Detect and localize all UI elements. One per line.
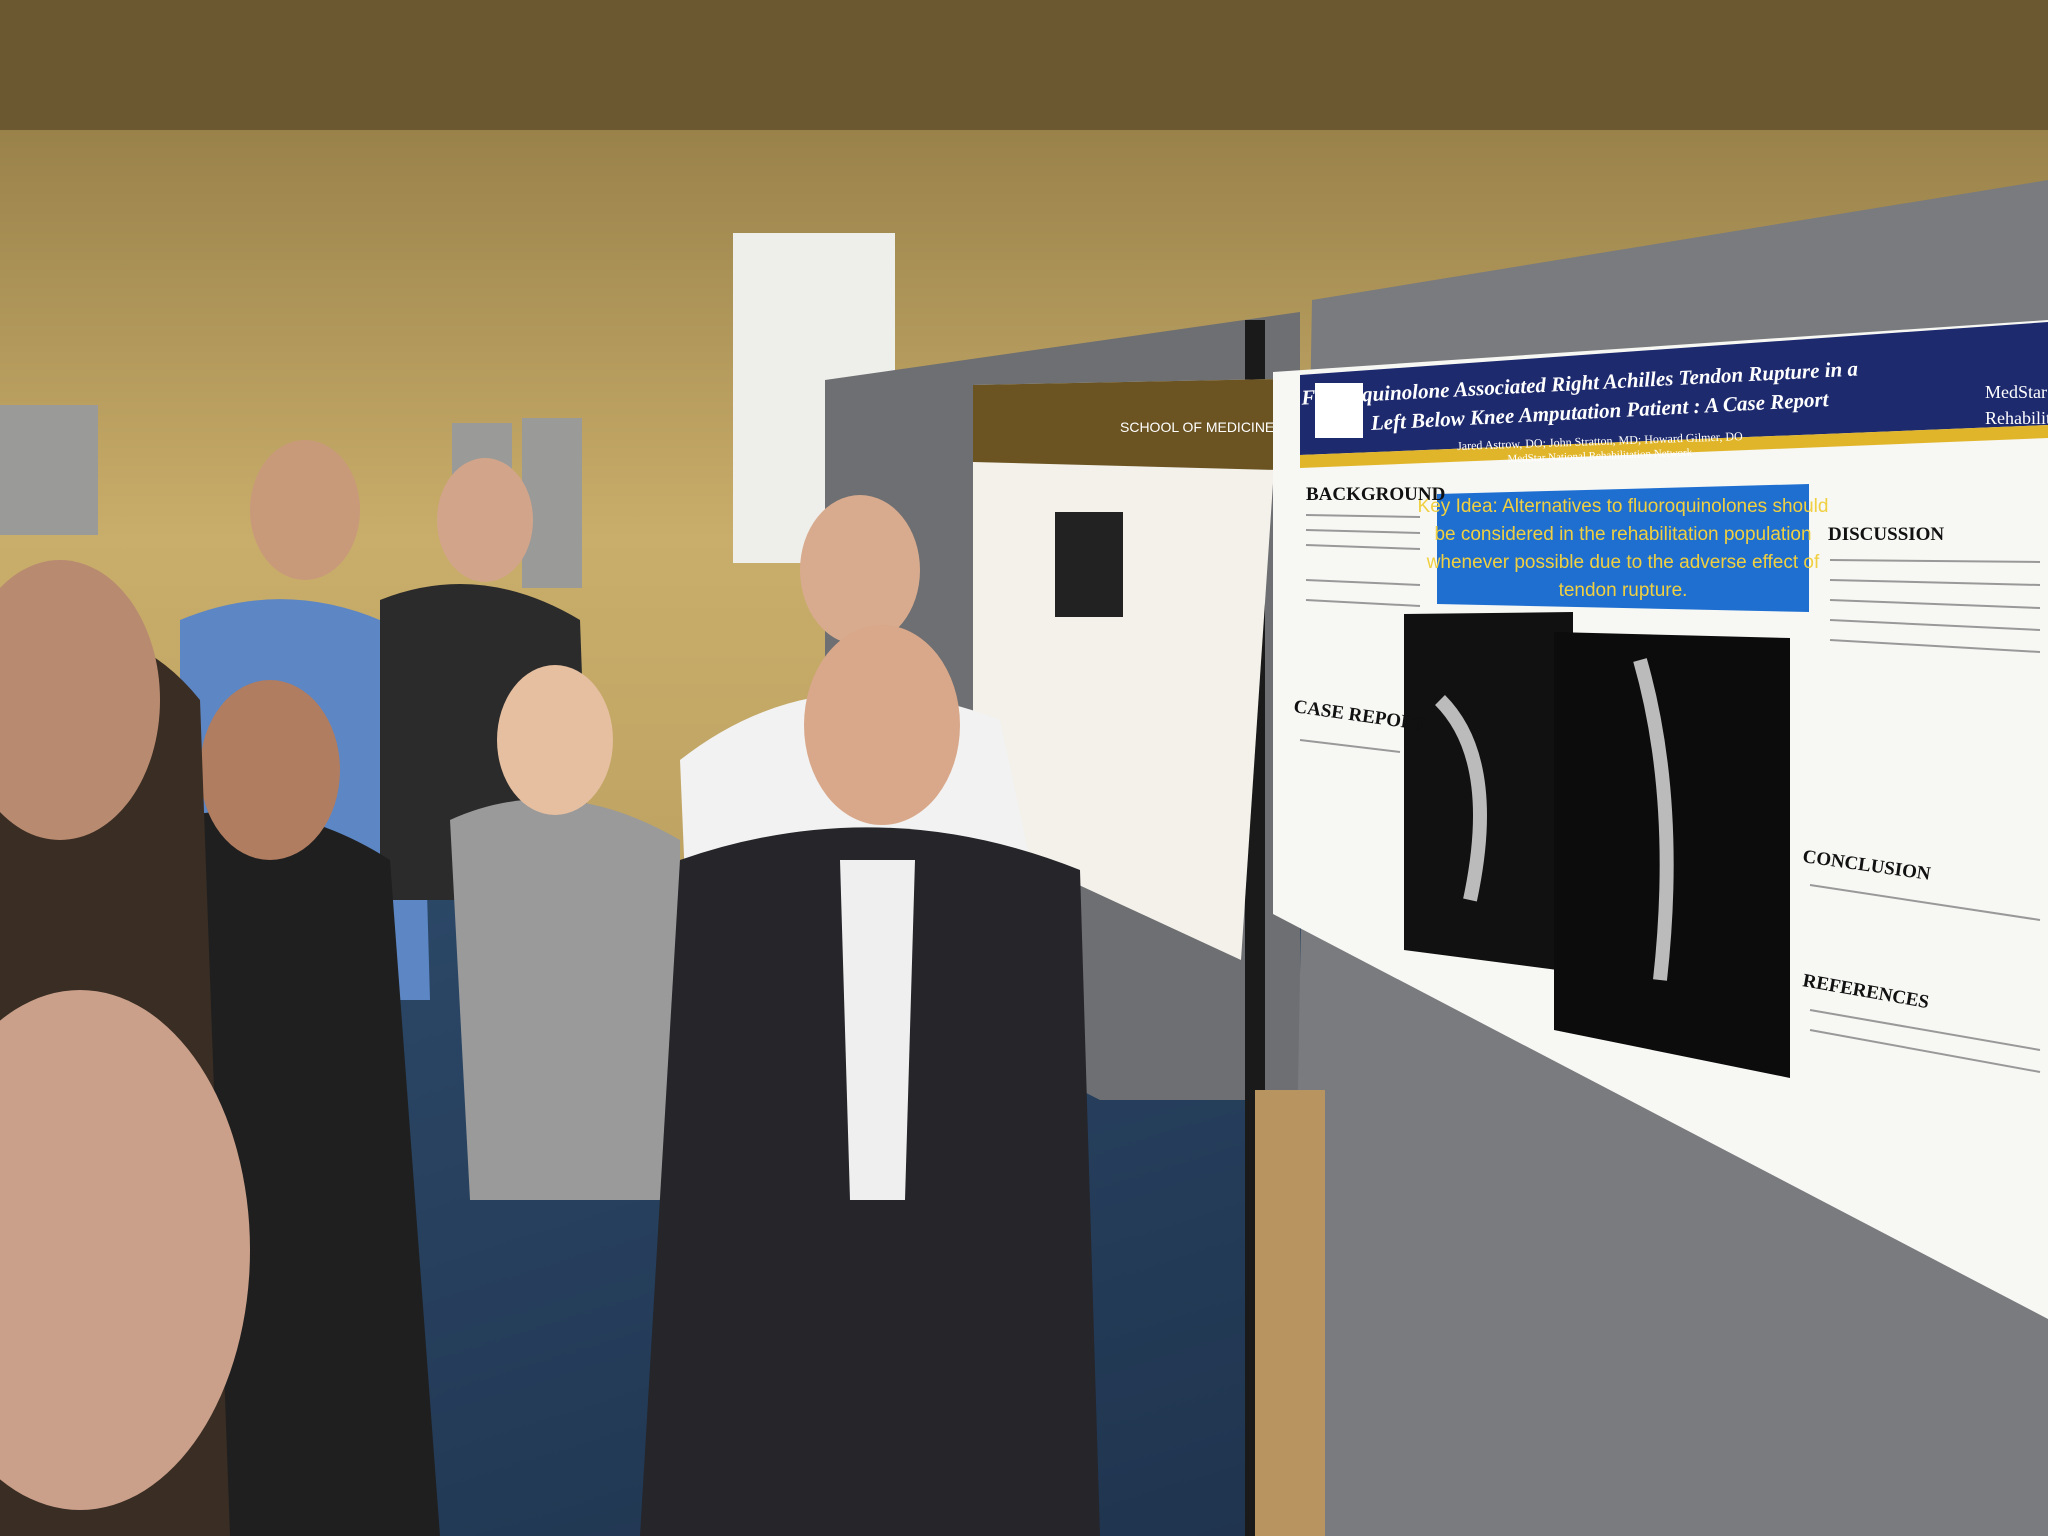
ceiling (0, 0, 2048, 130)
shape (840, 860, 915, 1200)
poster-header (1300, 322, 2048, 455)
shape (1809, 884, 2041, 921)
logo-text: Rehabilit (1985, 408, 2048, 428)
shape (1829, 599, 2041, 609)
left-poster (973, 379, 1280, 960)
key-idea-box (1437, 484, 1809, 612)
shape (1809, 1029, 2041, 1073)
key-idea: whenever possible due to the adverse eff… (1426, 552, 1820, 573)
shape (0, 560, 160, 840)
shape (200, 680, 340, 860)
shape (437, 458, 533, 582)
section-heading: DISCUSSION (1828, 524, 1944, 545)
shape (170, 811, 440, 1536)
key-idea: be considered in the rehabilitation popu… (1434, 524, 1811, 545)
shape (1305, 599, 1421, 607)
poster-header-stripe (1300, 425, 2048, 468)
mri-image (1404, 612, 1573, 972)
shape (450, 799, 680, 1200)
left-poster-header (973, 379, 1280, 470)
mri-structure (1434, 658, 1674, 981)
shape: Key Idea: Alternatives to fluoroquinolon… (1418, 496, 1829, 601)
distant-board (0, 405, 98, 535)
left-poster-header-text: SCHOOL OF MEDICINE (1120, 419, 1274, 435)
shape (1829, 619, 2041, 631)
poster-tube (1255, 1090, 1325, 1536)
shape (1305, 544, 1421, 550)
key-idea: Key Idea: Alternatives to fluoroquinolon… (1418, 496, 1829, 517)
shape (1809, 1009, 2041, 1051)
shape (1829, 559, 2041, 563)
university-seal (1315, 383, 1363, 438)
shape (1829, 639, 2041, 653)
shape (804, 625, 960, 825)
body-text-lines (1299, 514, 2041, 1073)
shape (1829, 579, 2041, 586)
shape (800, 495, 920, 645)
section-heading: BACKGROUND (1306, 484, 1445, 505)
shape (1299, 739, 1401, 753)
distant-board (522, 418, 582, 588)
shape (1305, 579, 1421, 586)
shape (1305, 529, 1421, 534)
logo-text: MedStar (1985, 382, 2047, 402)
shape (497, 665, 613, 815)
key-idea: tendon rupture. (1559, 580, 1688, 601)
shape (0, 990, 250, 1510)
crowd (0, 440, 1100, 1536)
left-poster-image (1055, 512, 1123, 617)
shape (250, 440, 360, 580)
shape (1305, 514, 1421, 518)
